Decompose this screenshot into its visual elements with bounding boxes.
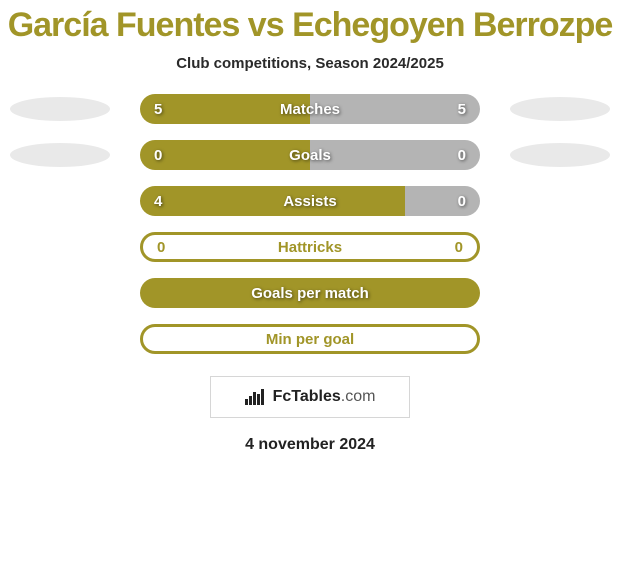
page-title: García Fuentes vs Echegoyen Berrozpe xyxy=(8,6,613,45)
stat-value-left: 5 xyxy=(154,101,162,118)
stat-bar-assists: 4 Assists 0 xyxy=(140,186,480,216)
stat-row-goals: 0 Goals 0 xyxy=(0,140,620,170)
stat-value-right: 5 xyxy=(458,101,466,118)
brand-text: FcTables.com xyxy=(273,388,376,406)
brand-text-light: .com xyxy=(341,388,376,405)
stat-fill-left xyxy=(140,140,310,170)
stat-label: Goals per match xyxy=(251,285,369,302)
stat-value-left: 0 xyxy=(157,239,165,256)
brand-content: FcTables.com xyxy=(245,388,376,406)
stat-value-right: 0 xyxy=(458,193,466,210)
stat-bar-goals: 0 Goals 0 xyxy=(140,140,480,170)
player-right-indicator xyxy=(510,97,610,121)
stat-bar-matches: 5 Matches 5 xyxy=(140,94,480,124)
stat-bar-hattricks: 0 Hattricks 0 xyxy=(140,232,480,262)
player-left-indicator xyxy=(10,143,110,167)
page-subtitle: Club competitions, Season 2024/2025 xyxy=(176,55,444,72)
player-right-indicator xyxy=(510,143,610,167)
stat-value-left: 4 xyxy=(154,193,162,210)
stat-bar-gpm: Goals per match xyxy=(140,278,480,308)
stat-label: Goals xyxy=(289,147,331,164)
stat-label: Min per goal xyxy=(266,331,354,348)
stat-row-mpg: Min per goal xyxy=(0,324,620,354)
stat-row-hattricks: 0 Hattricks 0 xyxy=(0,232,620,262)
stat-fill-right xyxy=(310,140,480,170)
stat-bar-mpg: Min per goal xyxy=(140,324,480,354)
player-left-indicator xyxy=(10,97,110,121)
brand-text-bold: FcTables xyxy=(273,388,341,405)
stat-value-left: 0 xyxy=(154,147,162,164)
stat-row-gpm: Goals per match xyxy=(0,278,620,308)
stat-value-right: 0 xyxy=(458,147,466,164)
stat-value-right: 0 xyxy=(455,239,463,256)
stat-label: Assists xyxy=(283,193,336,210)
stat-fill-left xyxy=(140,186,405,216)
stats-area: 5 Matches 5 0 Goals 0 4 Ass xyxy=(0,94,620,370)
stat-label: Hattricks xyxy=(278,239,342,256)
stat-fill-right xyxy=(405,186,480,216)
comparison-card: García Fuentes vs Echegoyen Berrozpe Clu… xyxy=(0,0,620,580)
stat-row-assists: 4 Assists 0 xyxy=(0,186,620,216)
stat-label: Matches xyxy=(280,101,340,118)
date-text: 4 november 2024 xyxy=(245,436,375,454)
bars-chart-icon xyxy=(245,388,267,406)
brand-box[interactable]: FcTables.com xyxy=(210,376,410,418)
stat-row-matches: 5 Matches 5 xyxy=(0,94,620,124)
